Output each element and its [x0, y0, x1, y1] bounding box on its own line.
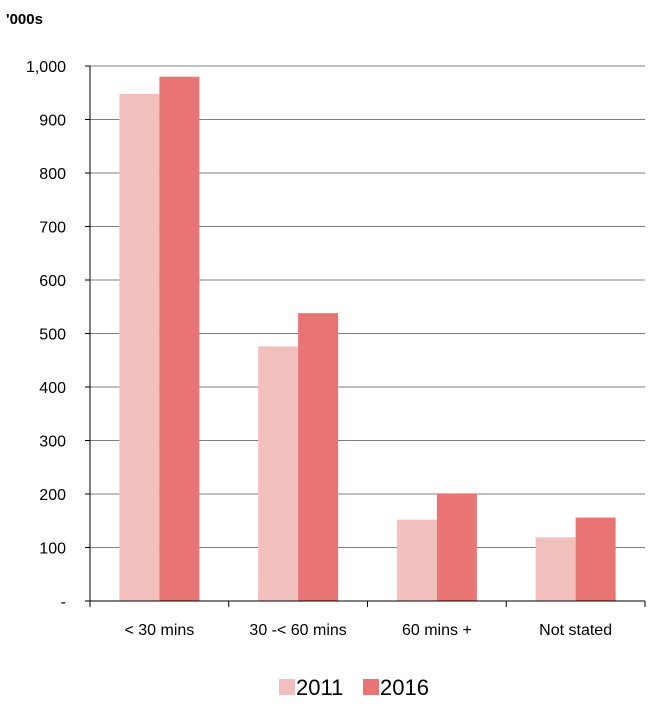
bar-2016 [437, 494, 477, 601]
y-tick-label: - [61, 594, 66, 611]
y-tick-label: 800 [39, 166, 66, 183]
legend-label: 2011 [296, 675, 343, 700]
y-tick-label: 300 [39, 434, 66, 451]
legend-swatch-2016 [363, 679, 379, 695]
y-tick-label: 600 [39, 273, 66, 290]
x-tick-label: 30 -< 60 mins [249, 622, 346, 639]
bars [119, 77, 615, 601]
y-tick-label: 400 [39, 380, 66, 397]
bar-2016 [298, 313, 338, 601]
y-unit-label: '000s [6, 11, 43, 28]
legend-swatch-2011 [279, 679, 295, 695]
y-tick-label: 500 [39, 327, 66, 344]
legend-label: 2016 [380, 675, 429, 700]
bar-2016 [576, 518, 616, 601]
y-tick-label: 100 [39, 541, 66, 558]
y-tick-label: 900 [39, 113, 66, 130]
legend: 2011 2016 [279, 675, 429, 700]
x-tick-labels: < 30 mins 30 -< 60 mins 60 mins + Not state… [124, 622, 612, 639]
bar-2011 [258, 346, 298, 601]
bar-2011 [119, 94, 159, 601]
x-tick-label: Not stated [539, 622, 612, 639]
x-tick-label: 60 mins + [402, 622, 472, 639]
bar-2011 [536, 537, 576, 601]
y-tick-labels: - 100 200 300 400 500 600 700 800 900 1,000 [26, 59, 66, 611]
y-tick-label: 1,000 [26, 59, 66, 76]
y-tick-label: 200 [39, 487, 66, 504]
bar-2011 [397, 520, 437, 601]
bar-2016 [159, 77, 199, 601]
y-tick-label: 700 [39, 220, 66, 237]
x-tick-label: < 30 mins [124, 622, 194, 639]
